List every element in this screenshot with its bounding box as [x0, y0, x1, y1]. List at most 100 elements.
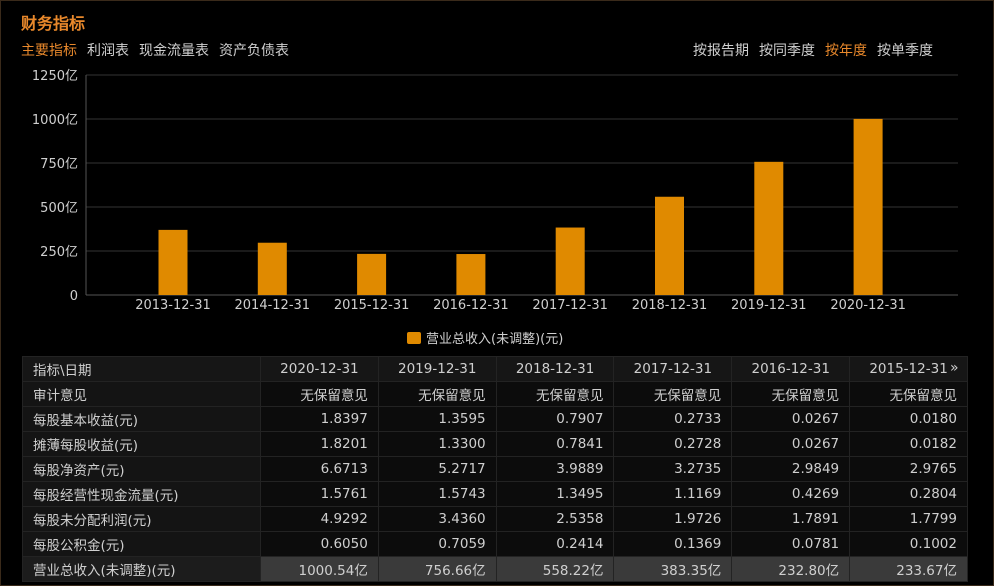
tab-by-single-quarter[interactable]: 按单季度	[877, 43, 933, 59]
x-tick-label: 2016-12-31	[433, 298, 509, 313]
cell-value: 2.5358	[495, 506, 615, 532]
table-row: 每股未分配利润(元) 4.9292 3.4360 2.5358 1.9726 1.7891…	[22, 506, 968, 532]
cell-value: 3.9889	[495, 456, 615, 482]
cell-value: 1.8201	[260, 431, 379, 457]
row-label: 每股净资产(元)	[22, 456, 261, 482]
cell-value: 2.9765	[849, 456, 968, 482]
y-tick-label: 0	[70, 289, 78, 304]
cell-value: 无保留意见	[731, 381, 851, 407]
cell-value: 无保留意见	[377, 381, 497, 407]
table-row: 每股经营性现金流量(元) 1.5761 1.5743 1.3495 1.1169 0.42…	[22, 481, 968, 507]
cell-value: 1.5743	[377, 481, 497, 507]
header-date: 2019-12-31	[377, 356, 497, 382]
cell-value: 0.7059	[377, 531, 497, 557]
cell-value: 无保留意见	[495, 381, 615, 407]
x-tick-label: 2013-12-31	[135, 298, 211, 313]
cell-value: 0.2733	[613, 406, 733, 432]
table-row: 摊薄每股收益(元) 1.8201 1.3300 0.7841 0.2728 0.0267 0…	[22, 431, 968, 457]
tab-by-same-quarter[interactable]: 按同季度	[759, 43, 815, 59]
cell-value: 1.1169	[613, 481, 733, 507]
row-label: 每股经营性现金流量(元)	[22, 481, 261, 507]
legend-swatch	[407, 331, 421, 344]
cell-value: 5.2717	[377, 456, 497, 482]
cell-value: 3.2735	[613, 456, 733, 482]
bar	[853, 118, 883, 295]
legend-label: 营业总收入(未调整)(元)	[426, 332, 564, 347]
row-label: 每股未分配利润(元)	[22, 506, 261, 532]
header-date: 2016-12-31	[731, 356, 851, 382]
bar	[655, 196, 684, 295]
statement-tabs: 主要指标 利润表 现金流量表 资产负债表	[21, 40, 289, 60]
cell-value: 0.4269	[731, 481, 851, 507]
row-label: 营业总收入(未调整)(元)	[22, 556, 261, 582]
cell-value: 0.2728	[613, 431, 733, 457]
cell-value: 0.2804	[849, 481, 968, 507]
cell-value: 0.2414	[495, 531, 615, 557]
cell-value: 1.7799	[849, 506, 968, 532]
bar	[456, 254, 486, 295]
panel-title: 财务指标	[21, 14, 86, 33]
table-row: 每股公积金(元) 0.6050 0.7059 0.2414 0.1369 0.0781 0.…	[22, 531, 968, 557]
y-tick-label: 750亿	[40, 157, 78, 172]
cell-value: 6.6713	[260, 456, 379, 482]
x-tick-label: 2015-12-31	[334, 298, 410, 313]
table-header-row: 指标\日期 2020-12-31 2019-12-31 2018-12-31 2017-…	[22, 356, 968, 382]
cell-value: 1.9726	[613, 506, 733, 532]
tab-cash-flow[interactable]: 现金流量表	[139, 43, 209, 59]
cell-value: 1.3495	[495, 481, 615, 507]
cell-value: 无保留意见	[260, 381, 379, 407]
row-label: 每股基本收益(元)	[22, 406, 261, 432]
row-label: 审计意见	[22, 381, 261, 407]
cell-value: 0.7907	[495, 406, 615, 432]
x-tick-label: 2018-12-31	[632, 298, 708, 313]
cell-value: 0.0182	[849, 431, 968, 457]
tab-by-report-period[interactable]: 按报告期	[693, 43, 749, 59]
x-tick-label: 2020-12-31	[830, 298, 906, 313]
bar	[357, 253, 387, 295]
tab-by-year[interactable]: 按年度	[825, 43, 867, 59]
cell-value: 0.0267	[731, 431, 851, 457]
x-tick-label: 2017-12-31	[532, 298, 608, 313]
header-date: 2020-12-31	[260, 356, 379, 382]
cell-value: 1.7891	[731, 506, 851, 532]
bar	[257, 242, 287, 295]
header-indicator-date: 指标\日期	[22, 356, 261, 382]
cell-value: 1.5761	[260, 481, 379, 507]
cell-value: 0.1002	[849, 531, 968, 557]
y-tick-label: 250亿	[40, 245, 78, 260]
header-date: 2017-12-31	[613, 356, 733, 382]
y-tick-label: 1250亿	[32, 69, 78, 84]
period-tabs: 按报告期 按同季度 按年度 按单季度	[693, 40, 933, 60]
row-label: 摊薄每股收益(元)	[22, 431, 261, 457]
table-row: 审计意见 无保留意见 无保留意见 无保留意见 无保留意见 无保留意见 无保留意见	[22, 381, 968, 407]
cell-value: 0.0180	[849, 406, 968, 432]
cell-value: 1.3595	[377, 406, 497, 432]
table-row: 营业总收入(未调整)(元) 1000.54亿 756.66亿 558.22亿 383.3…	[22, 556, 968, 582]
cell-value: 0.1369	[613, 531, 733, 557]
cell-value: 2.9849	[731, 456, 851, 482]
cell-value: 0.0267	[731, 406, 851, 432]
cell-value: 0.6050	[260, 531, 379, 557]
cell-value: 0.7841	[495, 431, 615, 457]
cell-value: 558.22亿	[495, 556, 615, 582]
cell-value: 1000.54亿	[260, 556, 379, 582]
bar	[158, 229, 188, 295]
table-row: 每股净资产(元) 6.6713 5.2717 3.9889 3.2735 2.9849 2.…	[22, 456, 968, 482]
header-date: 2018-12-31	[495, 356, 615, 382]
x-tick-label: 2014-12-31	[235, 298, 311, 313]
tab-main-indicators[interactable]: 主要指标	[21, 43, 77, 59]
y-tick-label: 500亿	[40, 201, 78, 216]
bar	[555, 227, 585, 295]
tab-income-statement[interactable]: 利润表	[87, 43, 129, 59]
cell-value: 383.35亿	[613, 556, 733, 582]
row-label: 每股公积金(元)	[22, 531, 261, 557]
more-columns-icon[interactable]: »	[950, 360, 959, 376]
cell-value: 3.4360	[377, 506, 497, 532]
y-tick-label: 1000亿	[32, 113, 78, 128]
cell-value: 1.3300	[377, 431, 497, 457]
cell-value: 0.0781	[731, 531, 851, 557]
tab-balance-sheet[interactable]: 资产负债表	[219, 43, 289, 59]
chart-legend[interactable]: 营业总收入(未调整)(元)	[407, 328, 563, 347]
cell-value: 1.8397	[260, 406, 379, 432]
header-date: 2015-12-31	[849, 356, 968, 382]
